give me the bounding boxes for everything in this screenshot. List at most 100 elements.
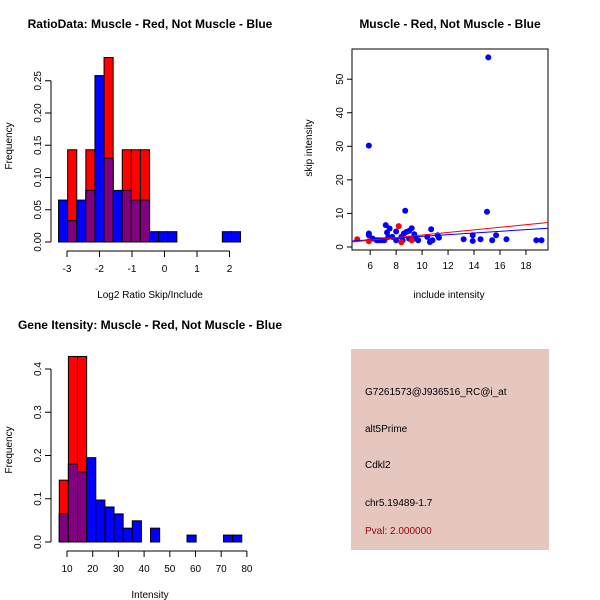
- bar-overlap: [139, 199, 151, 243]
- point-not-muscle: [460, 236, 467, 243]
- point-not-muscle: [489, 237, 496, 244]
- point-not-muscle: [393, 237, 400, 244]
- y-tick-label: 20: [335, 174, 346, 186]
- x-tick-label: 1: [194, 264, 200, 275]
- point-muscle: [398, 239, 405, 246]
- y-tick-label: 50: [335, 73, 346, 85]
- point-not-muscle: [485, 54, 492, 61]
- gene-name: Cdkl2: [365, 460, 391, 471]
- bar-overlap: [121, 189, 132, 243]
- y-tick-label: 0.0: [33, 535, 44, 549]
- bar-overlap: [67, 220, 78, 243]
- bar-not-muscle: [86, 457, 97, 543]
- point-not-muscle: [469, 237, 476, 244]
- point-not-muscle: [503, 236, 510, 243]
- bar-not-muscle: [232, 534, 243, 543]
- bar-not-muscle: [150, 527, 161, 543]
- chart-title: RatioData: Muscle - Red, Not Muscle - Bl…: [28, 17, 273, 31]
- bar-overlap: [67, 463, 79, 543]
- bar-not-muscle: [223, 534, 234, 543]
- x-tick-label: 40: [139, 564, 151, 575]
- bar-not-muscle: [95, 499, 106, 543]
- bar-not-muscle: [58, 199, 69, 243]
- point-not-muscle: [429, 237, 436, 244]
- bar-overlap: [77, 471, 88, 543]
- point-not-muscle: [382, 222, 389, 229]
- point-not-muscle: [538, 237, 545, 244]
- point-not-muscle: [477, 236, 484, 243]
- point-not-muscle: [435, 234, 442, 241]
- point-muscle: [408, 237, 415, 244]
- y-tick-label: 0.00: [33, 232, 44, 252]
- x-tick-label: 18: [520, 261, 532, 272]
- bar-not-muscle: [113, 513, 124, 543]
- y-tick-label: 0.4: [33, 362, 44, 376]
- x-tick-label: -2: [95, 264, 104, 275]
- bar-not-muscle: [122, 527, 133, 543]
- bar-not-muscle: [158, 231, 169, 243]
- chart-title: Gene Itensity: Muscle - Red, Not Muscle …: [18, 318, 282, 332]
- y-axis-label: skip intensity: [304, 119, 315, 176]
- bar-not-muscle: [230, 231, 242, 243]
- bar-not-muscle: [149, 231, 160, 243]
- x-tick-label: 70: [216, 564, 228, 575]
- fit-line-muscle: [351, 221, 549, 243]
- x-tick-label: 50: [164, 564, 176, 575]
- bar-overlap: [130, 199, 141, 243]
- point-not-muscle: [415, 237, 422, 244]
- y-tick-label: 0: [335, 244, 346, 250]
- bar-overlap: [103, 157, 114, 243]
- point-not-muscle: [408, 225, 415, 232]
- bar-not-muscle: [112, 189, 123, 243]
- point-not-muscle: [469, 232, 476, 239]
- plot-box: [351, 48, 549, 251]
- bar-not-muscle: [94, 75, 105, 243]
- info-panel: G7261573@J936516_RC@i_at alt5Prime Cdkl2…: [351, 349, 549, 550]
- bar-overlap: [58, 513, 69, 543]
- chromosome-location: chr5.19489-1.7: [365, 498, 433, 509]
- chart-title: Muscle - Red, Not Muscle - Blue: [359, 17, 541, 31]
- point-not-muscle: [428, 226, 435, 233]
- point-not-muscle: [402, 207, 409, 214]
- event-type: alt5Prime: [365, 424, 408, 435]
- point-not-muscle: [483, 208, 490, 215]
- x-tick-label: 0: [162, 264, 168, 275]
- x-tick-label: 20: [87, 564, 99, 575]
- point-not-muscle: [365, 232, 372, 239]
- bar-not-muscle: [221, 231, 232, 243]
- y-tick-label: 0.1: [33, 491, 44, 505]
- point-not-muscle: [386, 225, 393, 232]
- x-tick-label: 14: [468, 261, 480, 272]
- x-axis-label: Intensity: [131, 590, 168, 600]
- point-not-muscle: [424, 233, 431, 240]
- bar-overlap: [85, 189, 96, 243]
- y-tick-label: 0.15: [33, 135, 44, 155]
- y-tick-label: 40: [335, 107, 346, 119]
- y-tick-label: 10: [335, 207, 346, 219]
- y-tick-label: 0.2: [33, 448, 44, 462]
- x-axis-label: Log2 Ratio Skip/Include: [97, 290, 203, 301]
- bar-not-muscle: [76, 199, 87, 243]
- y-axis-label: Frequency: [4, 122, 15, 169]
- x-tick-label: 30: [113, 564, 125, 575]
- x-tick-label: 10: [417, 261, 429, 272]
- x-tick-label: 10: [61, 564, 73, 575]
- x-tick-label: 2: [227, 264, 233, 275]
- y-tick-label: 0.05: [33, 200, 44, 220]
- bar-not-muscle: [104, 506, 115, 543]
- point-not-muscle: [393, 228, 400, 235]
- y-tick-label: 30: [335, 140, 346, 152]
- point-not-muscle: [493, 232, 500, 239]
- x-tick-label: 80: [241, 564, 253, 575]
- x-tick-label: -1: [128, 264, 137, 275]
- bar-not-muscle: [186, 534, 197, 543]
- probe-id: G7261573@J936516_RC@i_at: [365, 387, 507, 398]
- point-muscle: [365, 238, 372, 245]
- bar-not-muscle: [167, 231, 178, 243]
- x-tick-label: 16: [494, 261, 506, 272]
- x-tick-label: -3: [63, 264, 72, 275]
- y-tick-label: 0.20: [33, 103, 44, 123]
- point-not-muscle: [365, 142, 372, 149]
- y-tick-label: 0.10: [33, 167, 44, 187]
